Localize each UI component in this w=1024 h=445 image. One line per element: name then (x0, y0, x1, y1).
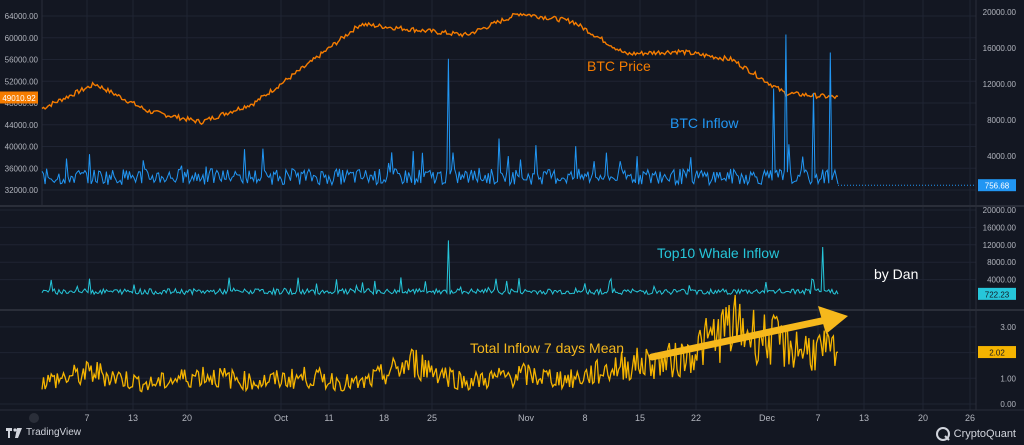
price-last-tag-bg (0, 91, 38, 104)
right-tick-label: 3.00 (1000, 323, 1016, 332)
inflow-last-tag-bg (978, 179, 1016, 192)
x-tick-label: 18 (379, 413, 389, 423)
annotation-btc-price: BTC Price (587, 58, 651, 74)
x-tick-label: 7 (815, 413, 820, 423)
right-tick-label: 8000.00 (987, 258, 1016, 267)
series-layer (41, 12, 839, 393)
left-tick-label: 52000.00 (5, 77, 39, 86)
right-tick-label: 8000.00 (987, 116, 1016, 125)
inflow-last-tag: 756.68 (985, 182, 1010, 191)
settings-icon (29, 413, 39, 423)
x-tick-label: 8 (582, 413, 587, 423)
right-tick-label: 20000.00 (983, 206, 1017, 215)
left-tick-label: 32000.00 (5, 186, 39, 195)
price-last-tag: 49010.92 (2, 94, 36, 103)
x-tick-label: Oct (274, 413, 289, 423)
x-tick-label: 20 (182, 413, 192, 423)
right-tick-label: 4000.00 (987, 276, 1016, 285)
x-tick-label: 25 (427, 413, 437, 423)
left-tick-label: 40000.00 (5, 143, 39, 152)
right-tick-label: 12000.00 (983, 241, 1017, 250)
mean-last-tag-bg (978, 346, 1016, 359)
right-tick-label: 16000.00 (983, 44, 1017, 53)
right-tick-label: 1.00 (1000, 374, 1016, 383)
annotation-layer: BTC Price BTC Inflow Top10 Whale Inflow … (470, 58, 918, 361)
cryptoquant-icon (935, 427, 950, 441)
annotation-btc-inflow: BTC Inflow (670, 115, 739, 131)
right-tick-label: 4000.00 (987, 152, 1016, 161)
left-tick-label: 36000.00 (5, 164, 39, 173)
axis-labels: 7 13 20 Oct 11 18 25 Nov 8 15 22 Dec 7 13 20 26 64000.00… (5, 8, 1017, 423)
series-whale-inflow-line (41, 240, 839, 297)
chart-background (0, 0, 1024, 425)
annotation-whale-inflow: Top10 Whale Inflow (657, 245, 780, 261)
annotation-author: by Dan (874, 266, 918, 282)
x-tick-label: 20 (918, 413, 928, 423)
annotation-mean: Total Inflow 7 days Mean (470, 340, 624, 356)
whale-last-tag-bg (978, 287, 1016, 300)
left-tick-label: 60000.00 (5, 34, 39, 43)
series-btc-price-line (41, 12, 839, 126)
x-tick-label: 15 (635, 413, 645, 423)
x-tick-label: 22 (691, 413, 701, 423)
right-tick-label: 0.00 (1000, 400, 1016, 409)
chart-canvas[interactable]: 7 13 20 Oct 11 18 25 Nov 8 15 22 Dec 7 13 20 26 64000.00… (0, 0, 1024, 425)
x-tick-label: Dec (759, 413, 776, 423)
trend-arrow (648, 306, 848, 361)
whale-last-tag: 722.23 (985, 290, 1010, 299)
footer-bar: TradingView CryptoQuant (0, 425, 1024, 445)
left-tick-label: 44000.00 (5, 121, 39, 130)
x-tick-label: 26 (965, 413, 975, 423)
series-mean-line (41, 294, 839, 393)
tradingview-icon (6, 427, 22, 438)
cryptoquant-logo[interactable]: CryptoQuant (935, 427, 1016, 441)
x-tick-label: 11 (324, 413, 333, 423)
tradingview-label: TradingView (26, 427, 82, 438)
x-tick-label: Nov (518, 413, 535, 423)
x-tick-label: 13 (128, 413, 138, 423)
tradingview-logo[interactable]: TradingView (6, 427, 81, 438)
cryptoquant-label: CryptoQuant (953, 428, 1016, 440)
x-tick-label: 13 (859, 413, 869, 423)
left-tick-label: 64000.00 (5, 12, 39, 21)
right-tick-label: 16000.00 (983, 223, 1017, 232)
right-tick-label: 12000.00 (983, 80, 1017, 89)
left-tick-label: 56000.00 (5, 56, 39, 65)
mean-last-tag: 2.02 (989, 349, 1005, 358)
series-btc-inflow-line (41, 34, 839, 187)
right-tick-label: 20000.00 (983, 8, 1017, 17)
value-tags: 49010.92 756.68 722.23 2.02 (0, 91, 1016, 359)
x-tick-label: 7 (84, 413, 89, 423)
